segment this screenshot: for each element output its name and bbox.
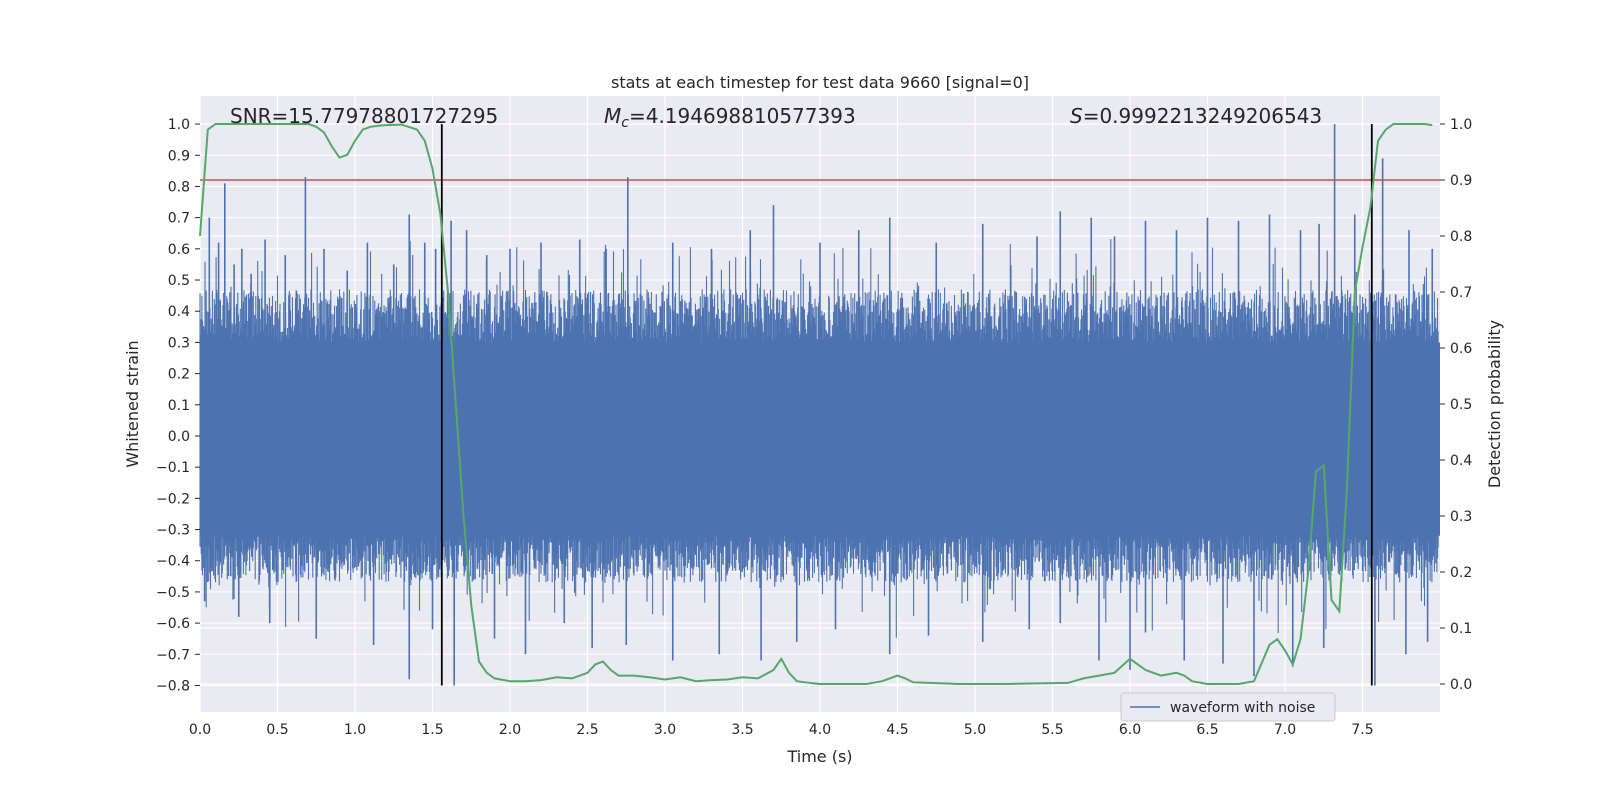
overlay-lines [200, 124, 1440, 686]
y-tick-label: 0.5 [168, 273, 190, 289]
y-tick-label: 0.8 [168, 179, 190, 195]
x-tick-label: 1.5 [421, 722, 443, 738]
y-tick-label: −0.2 [156, 491, 190, 507]
x-tick-label: 7.5 [1351, 722, 1373, 738]
y2-tick-label: 0.4 [1450, 453, 1472, 469]
waveform-series [199, 124, 1440, 686]
y2-tick-label: 1.0 [1450, 117, 1472, 133]
y-tick-label: 0.7 [168, 211, 190, 227]
y-tick-label: −0.3 [156, 523, 190, 539]
y-tick-label: 0.2 [168, 367, 190, 383]
x-tick-label: 3.0 [654, 722, 676, 738]
y2-tick-label: 0.5 [1450, 397, 1472, 413]
y-tick-label: −0.8 [156, 678, 190, 694]
x-tick-label: 3.5 [731, 722, 753, 738]
y-tick-label: 0.6 [168, 242, 190, 258]
y-axis-label: Whitened strain [123, 340, 142, 467]
y-tick-label: 0.4 [168, 304, 190, 320]
y-tick-label: 1.0 [168, 117, 190, 133]
x-tick-label: 0.0 [189, 722, 211, 738]
x-tick-label: 0.5 [266, 722, 288, 738]
probability-series [199, 123, 1433, 685]
y-tick-label: −0.4 [156, 554, 190, 570]
y-tick-label: 0.1 [168, 398, 190, 414]
y2-tick-label: 0.1 [1450, 621, 1472, 637]
y-tick-label: 0.3 [168, 335, 190, 351]
waveform-noise [199, 239, 1439, 638]
chart-title: stats at each timestep for test data 966… [611, 73, 1029, 92]
y-tick-label: −0.1 [156, 460, 190, 476]
x-tick-label: 5.5 [1041, 722, 1063, 738]
x-tick-label: 4.5 [886, 722, 908, 738]
legend: waveform with noise [1120, 692, 1336, 722]
probability-line [199, 123, 1433, 685]
axis-ticks: 0.0 0.5 1.0 1.5 2.0 2.5 3.0 3.5 4.0 4.5 5.0 5.5 6.0 6… [156, 117, 1472, 738]
x-tick-label: 5.0 [964, 722, 986, 738]
mc-symbol: M [604, 104, 621, 128]
y-tick-label: 0.9 [168, 148, 190, 164]
y2-tick-label: 0.9 [1450, 173, 1472, 189]
y2-tick-label: 0.6 [1450, 341, 1472, 357]
y-tick-label: −0.5 [156, 585, 190, 601]
x-tick-label: 6.5 [1196, 722, 1218, 738]
y-tick-label: −0.6 [156, 616, 190, 632]
mc-annotation: Mc=4.194698810577393 [604, 104, 856, 131]
x-tick-label: 2.0 [499, 722, 521, 738]
y2-axis-label: Detection probability [1485, 320, 1504, 488]
x-tick-label: 4.0 [809, 722, 831, 738]
s-annotation: S=0.9992213249206543 [1070, 104, 1322, 128]
y2-tick-label: 0.8 [1450, 229, 1472, 245]
x-axis-label: Time (s) [786, 747, 852, 766]
y2-tick-label: 0.0 [1450, 677, 1472, 693]
x-tick-label: 2.5 [576, 722, 598, 738]
y-tick-label: −0.7 [156, 647, 190, 663]
y2-tick-label: 0.7 [1450, 285, 1472, 301]
snr-annotation: SNR=15.77978801727295 [230, 104, 498, 128]
y2-tick-label: 0.3 [1450, 509, 1472, 525]
legend-box [1120, 692, 1336, 722]
x-tick-label: 6.0 [1119, 722, 1141, 738]
s-value: =0.9992213249206543 [1083, 104, 1322, 128]
y2-tick-label: 0.2 [1450, 565, 1472, 581]
legend-label: waveform with noise [1170, 700, 1315, 716]
mc-value: =4.194698810577393 [629, 104, 856, 128]
x-tick-label: 7.0 [1274, 722, 1296, 738]
s-symbol: S [1070, 104, 1083, 128]
x-tick-label: 1.0 [344, 722, 366, 738]
y-tick-label: 0.0 [168, 429, 190, 445]
mc-subscript: c [621, 115, 629, 131]
